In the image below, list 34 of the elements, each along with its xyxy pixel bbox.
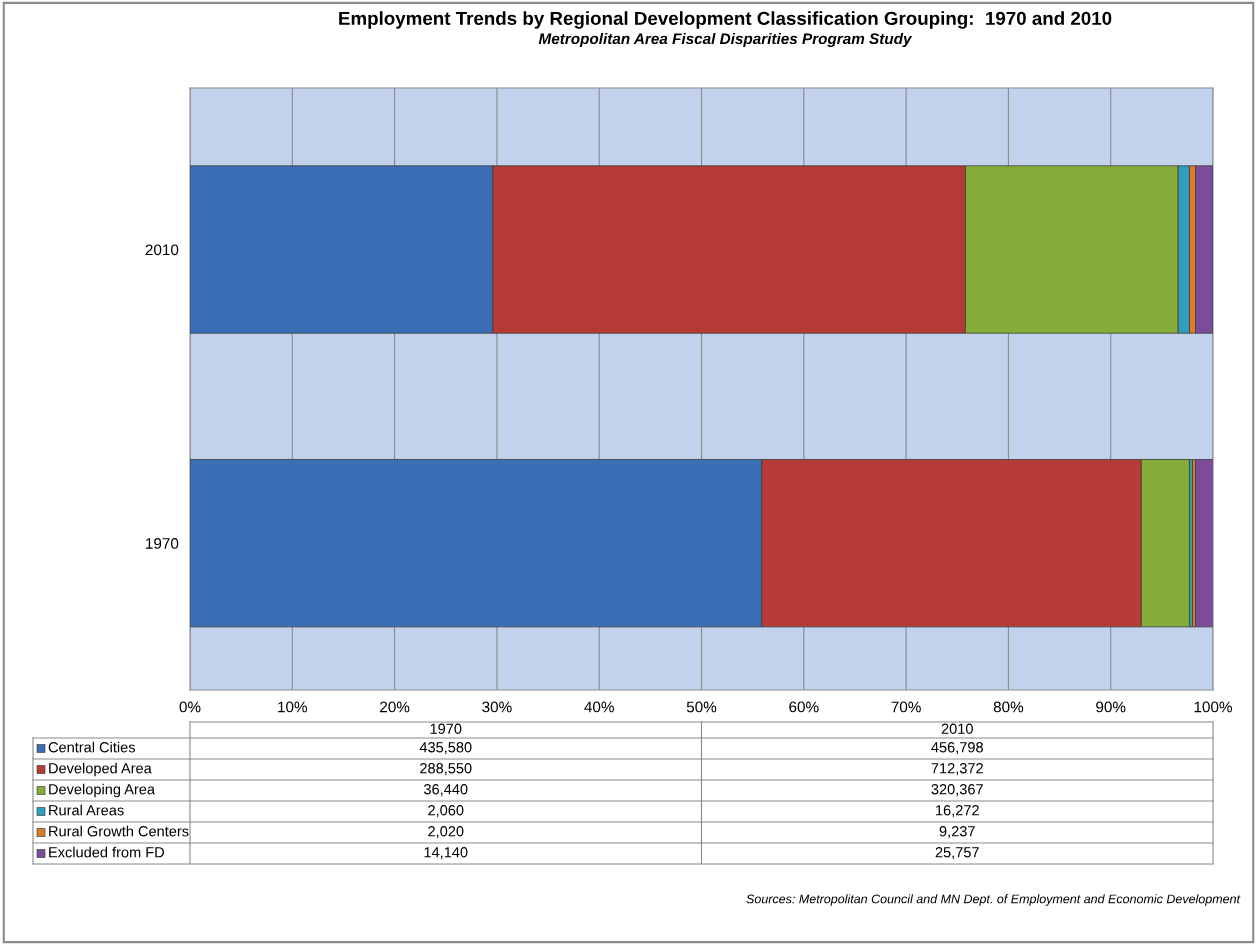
x-tick-label: 40%	[584, 701, 614, 713]
text: 14,140	[424, 847, 468, 860]
legend-label: Rural Areas	[49, 804, 124, 816]
text: 456,798	[931, 742, 983, 755]
text: 25,757	[935, 847, 979, 860]
legend-label: Rural Growth Centers	[49, 825, 189, 837]
x-tick-label: 20%	[380, 701, 410, 713]
x-tick-label: 80%	[993, 701, 1024, 713]
text: 9,237	[939, 826, 975, 839]
chart-title: Employment Trends by Regional Development Classification Grouping: 1970 and 2010	[339, 11, 1112, 29]
legend-label: Developing Area	[49, 783, 156, 798]
x-tick-label: 10%	[278, 701, 308, 713]
x-tick-label: 90%	[1096, 701, 1126, 713]
text: 320,367	[931, 784, 983, 797]
x-tick-label: 60%	[789, 701, 819, 713]
x-tick-label: 30%	[482, 701, 512, 713]
source-note: Sources: Metropolitan Council and MN Dept. of Employment and Economic Development	[746, 894, 1241, 906]
legend-label: Developed Area	[49, 762, 152, 777]
x-tick-label: 0%	[179, 701, 201, 713]
text: 288,550	[420, 763, 472, 776]
legend-label: Central Cities	[48, 741, 135, 753]
text: 435,580	[419, 742, 472, 755]
text: 2,060	[428, 805, 464, 818]
text: 2,020	[428, 826, 464, 839]
category-label: 2010	[941, 723, 973, 734]
x-tick-label: 100%	[1194, 701, 1232, 713]
text: 16,272	[936, 805, 979, 818]
text: 36,440	[424, 784, 468, 797]
x-tick-label: 70%	[891, 701, 921, 713]
chart-subtitle: Metropolitan Area Fiscal Disparities Program Study	[538, 32, 913, 48]
x-tick-label: 50%	[686, 701, 717, 713]
legend-label: Excluded from FD	[49, 846, 165, 858]
category-label: 1970	[430, 723, 462, 734]
text: 712,372	[931, 763, 983, 776]
